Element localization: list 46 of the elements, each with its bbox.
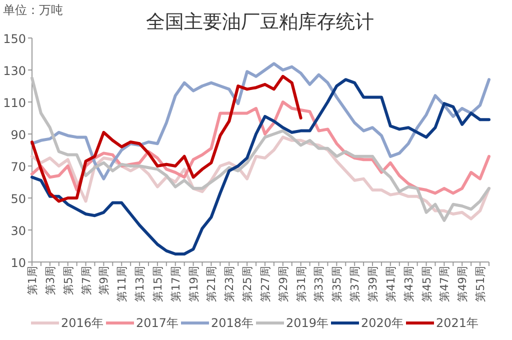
legend-label: 2020年	[361, 316, 404, 330]
x-tick-label: 第9周	[98, 266, 111, 295]
x-tick-label: 第35周	[330, 266, 344, 302]
legend-label: 2016年	[61, 316, 104, 330]
x-tick-label: 第51周	[474, 266, 488, 302]
y-tick-label: 110	[3, 96, 26, 110]
x-tick-label: 第47周	[438, 266, 452, 302]
x-tick-label: 第13周	[134, 266, 147, 302]
x-tick-label: 第25周	[241, 266, 254, 302]
x-tick-label: 第21周	[205, 266, 218, 302]
x-tick-label: 第39周	[366, 266, 380, 302]
x-tick-label: 第15周	[151, 266, 164, 302]
legend-label: 2019年	[286, 316, 329, 330]
y-tick-label: 10	[10, 256, 26, 270]
x-tick-label: 第37周	[348, 266, 362, 302]
y-tick-label: 50	[10, 192, 26, 206]
x-tick-label: 第11周	[116, 266, 129, 302]
x-tick-label: 第49周	[456, 266, 470, 302]
y-tick-label: 130	[3, 64, 26, 78]
line-series	[30, 78, 490, 256]
x-tick-label: 第23周	[223, 266, 236, 302]
x-tick-label: 第5周	[62, 266, 75, 295]
x-tick-label: 第31周	[294, 266, 308, 302]
x-tick-label: 第17周	[169, 266, 182, 302]
x-tick-label: 第7周	[80, 266, 93, 295]
line-series	[30, 62, 490, 180]
y-tick-label: 30	[10, 224, 26, 238]
x-tick-label: 第33周	[312, 266, 326, 302]
legend-label: 2018年	[211, 316, 254, 330]
x-tick-label: 第19周	[187, 266, 200, 302]
y-tick-label: 150	[3, 32, 26, 46]
x-tick-label: 第3周	[44, 266, 57, 295]
y-tick-label: 90	[10, 128, 26, 142]
legend-label: 2017年	[136, 316, 179, 330]
x-tick-label: 第45周	[420, 266, 434, 302]
text: 单位：万吨	[3, 3, 63, 17]
x-tick-label: 第29周	[276, 266, 290, 302]
legend-label: 2021年	[436, 316, 479, 330]
x-tick-label: 第43周	[402, 266, 416, 302]
line-series	[30, 76, 490, 222]
y-tick-label: 70	[10, 160, 26, 174]
x-tick-label: 第41周	[384, 266, 398, 302]
x-tick-label: 第27周	[258, 266, 272, 302]
chart-title: 全国主要油厂豆粕库存统计	[146, 11, 374, 33]
x-tick-label: 第1周	[26, 266, 39, 295]
line-series	[30, 74, 302, 203]
